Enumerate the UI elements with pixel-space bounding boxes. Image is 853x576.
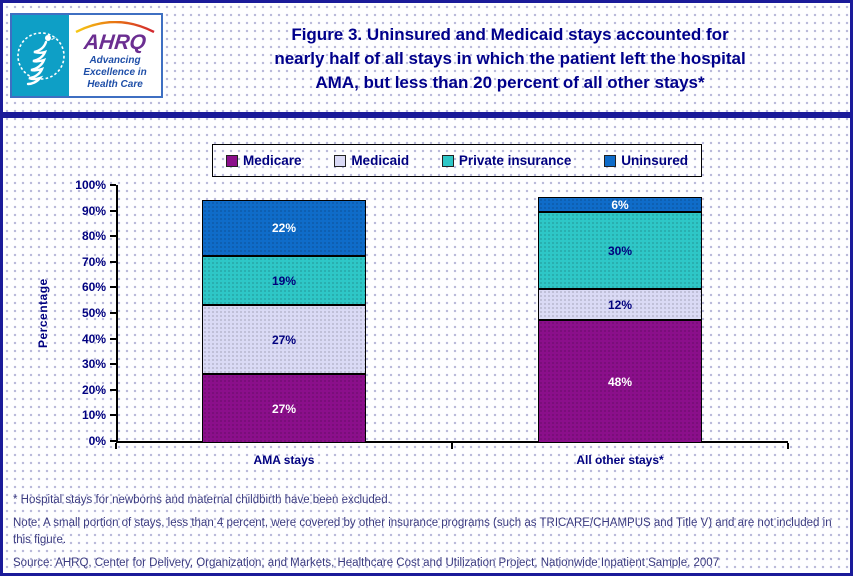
y-tick <box>110 363 116 366</box>
y-tick-label: 0% <box>88 434 106 448</box>
hhs-logo-panel <box>12 15 69 96</box>
figure-title-line-2: nearly half of all stays in which the pa… <box>274 49 746 68</box>
y-axis-line <box>116 185 118 443</box>
y-tick <box>110 235 116 238</box>
legend-swatch-icon <box>604 154 617 167</box>
bar-segment: 27% <box>202 305 366 374</box>
bar-value-label: 6% <box>611 197 629 212</box>
legend: Medicare Medicaid Private insurance Uninsur… <box>212 144 702 177</box>
figure-title-line-1: Figure 3. Uninsured and Medicaid stays a… <box>291 25 729 44</box>
y-tick-label: 30% <box>81 357 106 372</box>
legend-label: Uninsured <box>621 153 688 168</box>
legend-item: Private insurance <box>441 153 572 168</box>
legend-label: Private insurance <box>458 153 572 168</box>
ahrq-logo: AHRQ Advancing Excellence in Health Care <box>10 13 163 98</box>
y-tick <box>110 209 116 212</box>
y-tick-label: 60% <box>81 280 106 295</box>
y-tick-label: 80% <box>81 229 106 244</box>
bar-segment: 19% <box>202 256 366 305</box>
bar-value-label: 27% <box>271 332 297 347</box>
y-tick <box>110 414 116 417</box>
y-tick-label: 70% <box>81 254 106 269</box>
category-label: All other stays* <box>576 453 664 467</box>
y-tick-label: 50% <box>81 306 106 320</box>
y-tick-label: 90% <box>81 203 106 218</box>
y-tick-label: 100% <box>75 178 106 192</box>
legend-label: Medicaid <box>351 153 410 168</box>
x-axis-line <box>116 441 788 443</box>
bar-value-label: 48% <box>607 374 633 389</box>
bar-segment: 22% <box>202 200 366 256</box>
bar-segment: 6% <box>538 197 702 212</box>
category-label: AMA stays <box>253 453 315 467</box>
x-tick <box>787 443 789 449</box>
y-tick <box>110 388 116 391</box>
legend-item: Uninsured <box>604 153 688 168</box>
bar-value-label: 19% <box>271 273 297 288</box>
y-tick <box>110 184 116 186</box>
chart: Percentage 0% 10% 20% 30% 40% 50% 60% 70% 80% 90%… <box>3 3 850 573</box>
legend-item: Medicaid <box>334 153 409 168</box>
bar-value-label: 30% <box>607 243 633 258</box>
legend-swatch-icon <box>441 154 454 167</box>
logo-tagline: Advancing Excellence in Health Care <box>83 54 147 90</box>
y-tick <box>110 312 116 314</box>
bar-value-label: 12% <box>607 297 633 312</box>
y-tick <box>110 286 116 289</box>
legend-swatch-icon <box>334 154 347 167</box>
bar-segment: 48% <box>538 320 702 443</box>
x-tick <box>115 443 117 449</box>
header-divider <box>3 112 850 118</box>
footnote-note: Note: A small portion of stays, less tha… <box>13 517 832 546</box>
legend-item: Medicare <box>226 153 302 168</box>
footnotes: * Hospital stays for newborns and matern… <box>13 492 838 573</box>
y-tick <box>110 260 116 263</box>
y-tick-label: 20% <box>81 382 106 397</box>
bar-value-label: 22% <box>271 221 297 235</box>
hhs-eagle-icon <box>16 31 65 85</box>
y-tick-label: 10% <box>81 408 106 423</box>
figure-title-line-3: AMA, but less than 20 percent of all oth… <box>315 73 705 92</box>
rainbow-arc-icon <box>75 20 155 33</box>
bar-value-label: 27% <box>271 401 297 416</box>
figure-title: Figure 3. Uninsured and Medicaid stays a… <box>178 23 842 95</box>
legend-label: Medicare <box>243 153 302 168</box>
bar-segment: 27% <box>202 374 366 443</box>
ahrq-logo-text-panel: AHRQ Advancing Excellence in Health Care <box>69 15 161 96</box>
footnote-asterisk: * Hospital stays for newborns and matern… <box>13 494 391 506</box>
bar-segment: 12% <box>538 289 702 320</box>
footnote-source: Source: AHRQ, Center for Delivery, Organ… <box>13 557 720 569</box>
legend-swatch-icon <box>226 154 238 167</box>
y-tick <box>110 337 116 340</box>
y-tick-label: 40% <box>81 331 106 346</box>
bar-segment: 30% <box>538 212 702 289</box>
x-tick <box>451 443 453 449</box>
y-tick <box>110 440 116 442</box>
